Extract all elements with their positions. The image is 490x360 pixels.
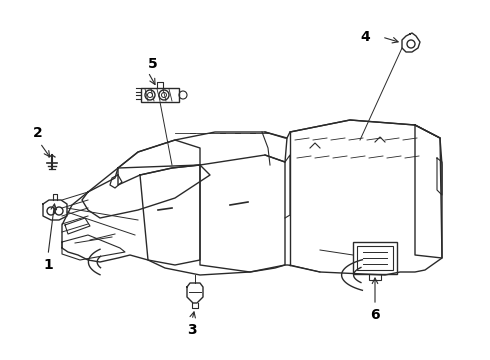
Bar	[369, 274, 381, 280]
Bar	[357, 246, 393, 270]
Text: 4: 4	[360, 30, 370, 44]
Text: 6: 6	[370, 308, 380, 322]
Bar	[141, 88, 179, 102]
Text: 2: 2	[33, 126, 43, 140]
Bar	[353, 242, 397, 274]
Text: 5: 5	[148, 57, 158, 71]
Text: 1: 1	[43, 258, 53, 272]
Text: 3: 3	[187, 323, 197, 337]
